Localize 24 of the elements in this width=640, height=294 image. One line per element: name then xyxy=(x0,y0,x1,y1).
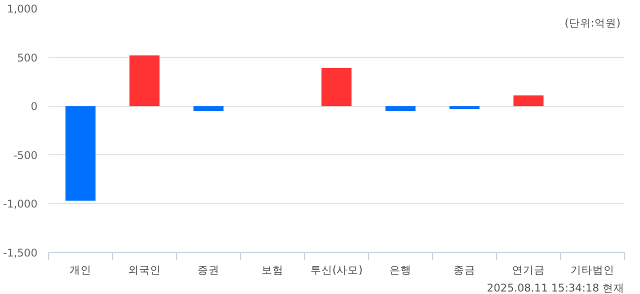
y-tick-label: -500 xyxy=(13,148,38,162)
y-tick-label: 1,000 xyxy=(6,2,38,16)
bar xyxy=(193,106,224,111)
x-tick-label: 개인 xyxy=(70,264,92,276)
x-tick-label: 투신(사모) xyxy=(310,264,363,276)
text: 2025.08.11 15:34:18 현재 xyxy=(486,282,625,294)
x-tick-label: 은행 xyxy=(390,264,412,276)
x-tick-label: 종금 xyxy=(454,264,476,276)
bar xyxy=(513,95,544,106)
x-tick-label: 연기금 xyxy=(512,264,545,276)
y-tick-label: 500 xyxy=(17,51,38,64)
bar xyxy=(129,55,160,106)
bar xyxy=(449,106,480,110)
y-tick-label: -1,500 xyxy=(3,246,38,260)
x-tick-label: 증권 xyxy=(198,264,220,276)
x-tick-label: 기타법인 xyxy=(570,264,614,276)
bar xyxy=(321,68,352,106)
x-tick-label: 보험 xyxy=(262,264,284,276)
annotation: (단위:억원) xyxy=(564,16,620,30)
y-tick-label: 0 xyxy=(30,100,38,114)
x-tick-label: 외국인 xyxy=(128,264,161,276)
y-tick-label: -1,000 xyxy=(3,198,38,211)
bar xyxy=(385,106,416,111)
bar xyxy=(65,106,96,201)
